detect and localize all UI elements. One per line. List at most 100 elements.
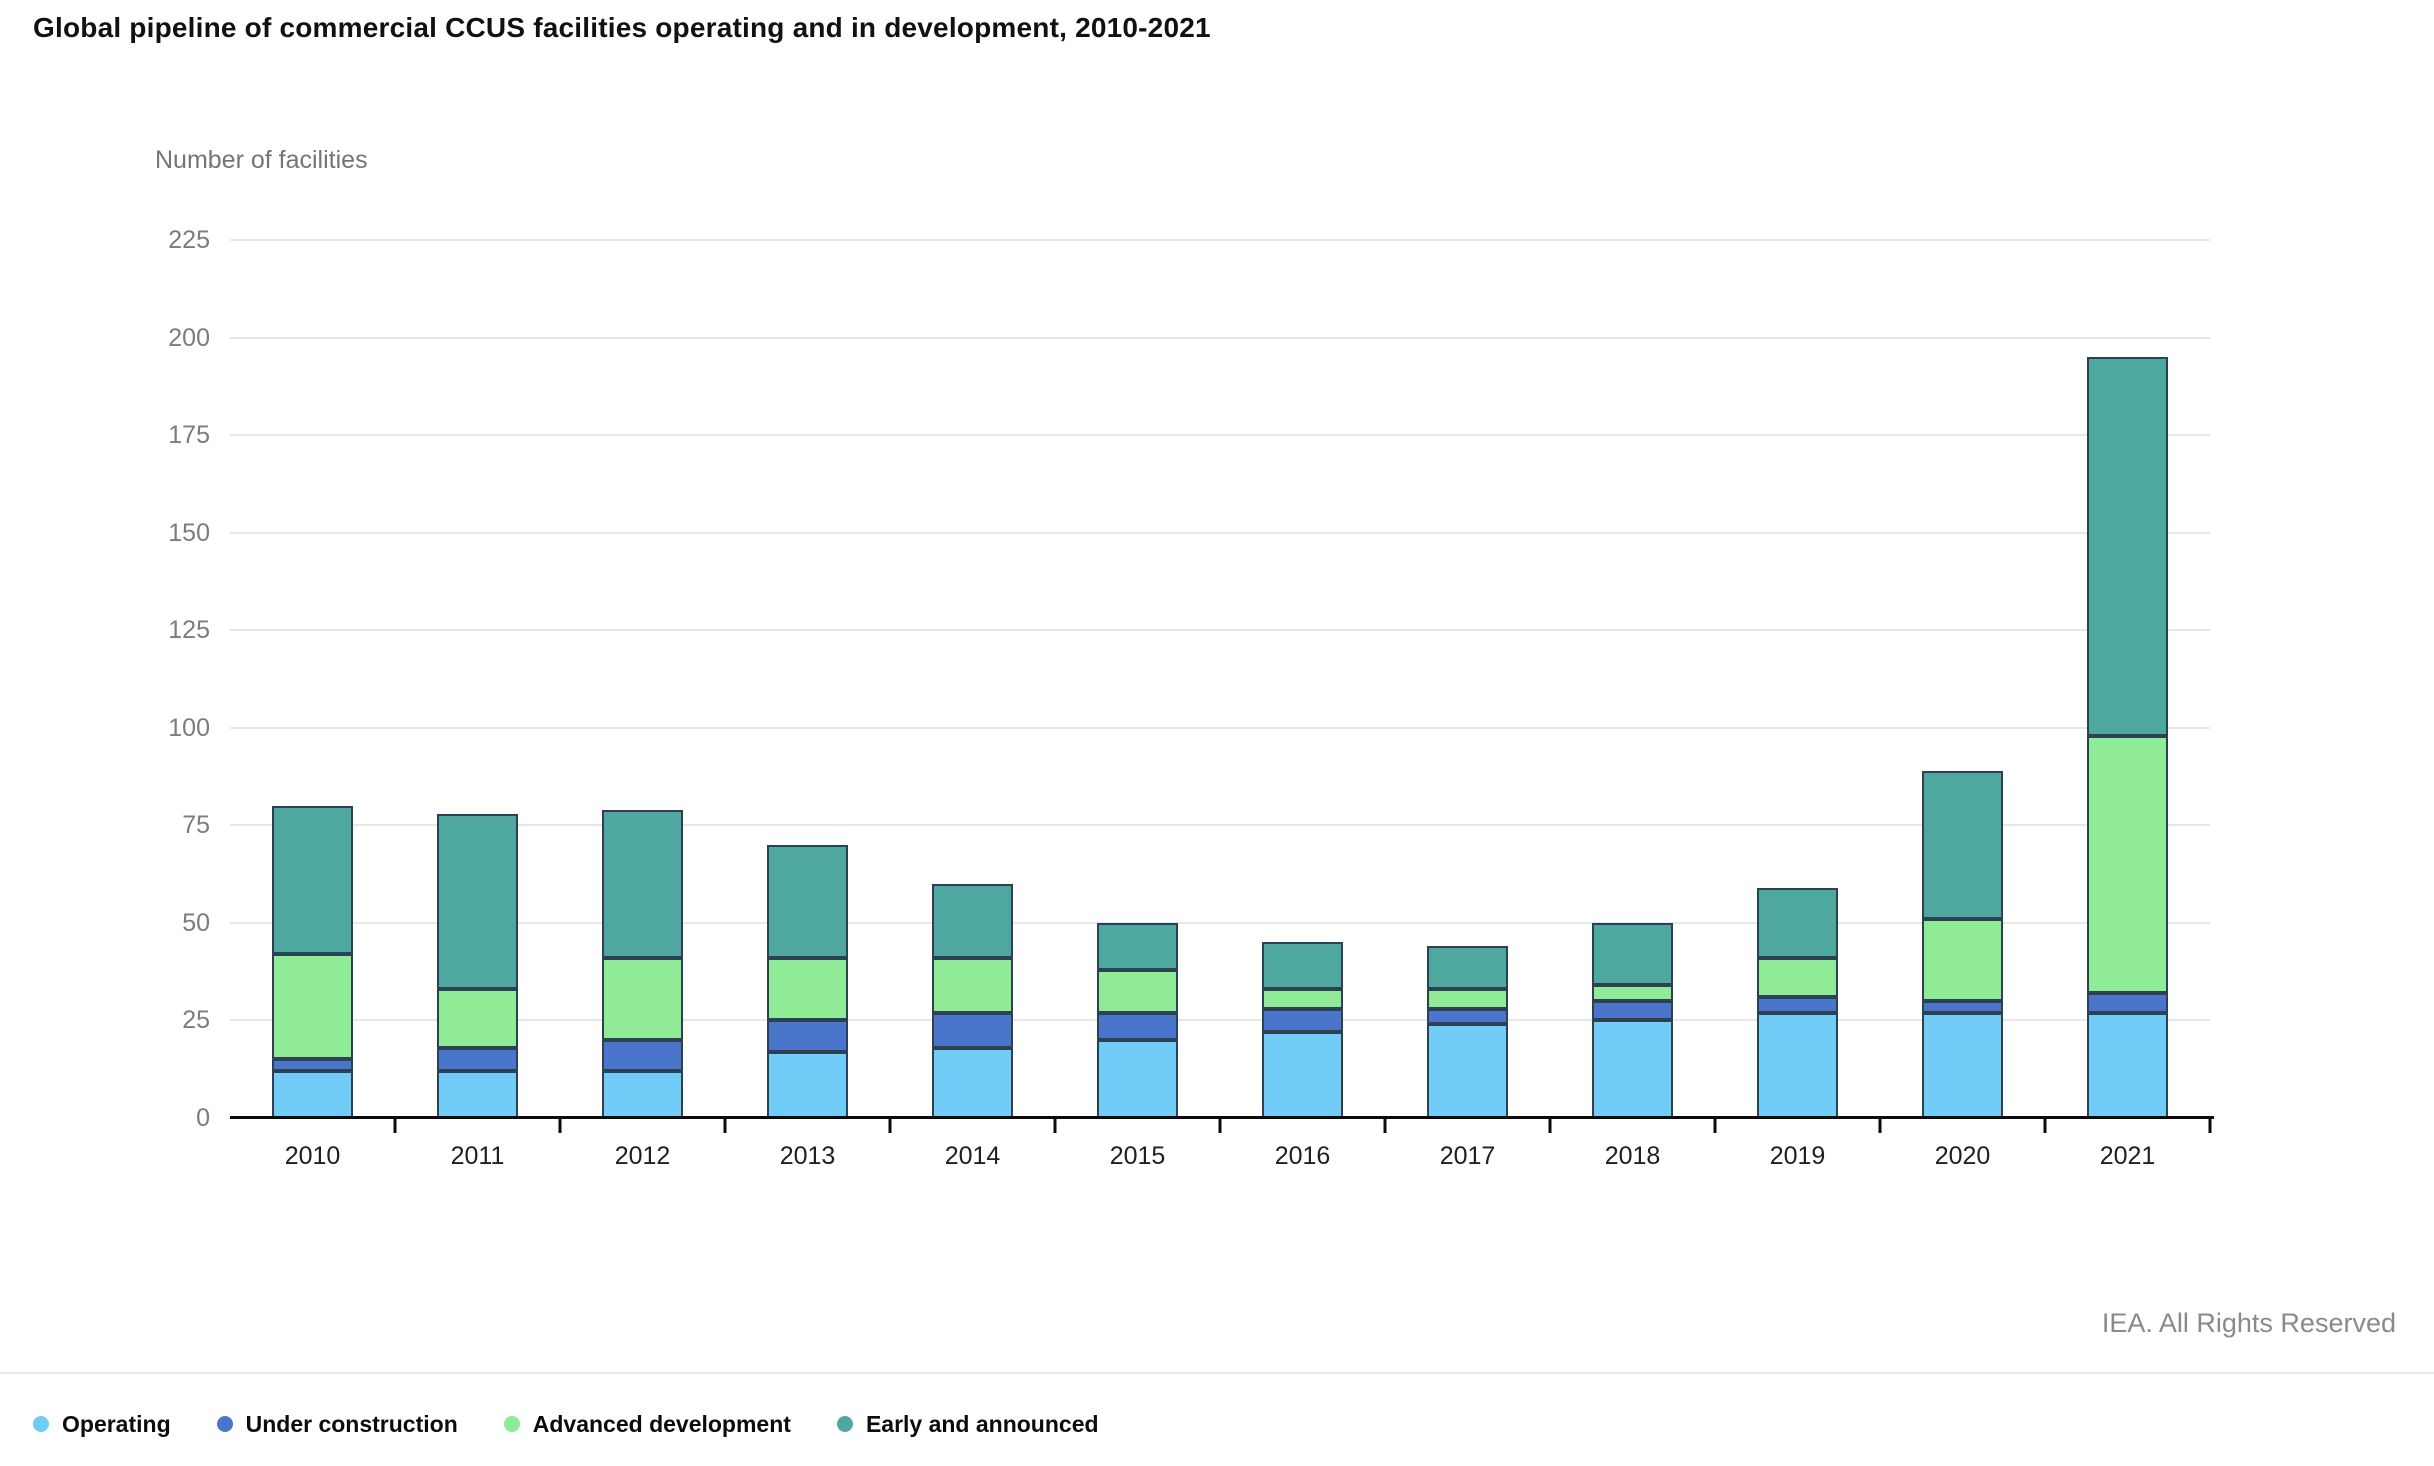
- x-axis-tick-1: [393, 1118, 397, 1133]
- ytick-label-50: 50: [182, 908, 210, 937]
- bar-2021[interactable]: [2087, 357, 2168, 1118]
- footer-credit: IEA. All Rights Reserved: [2101, 1308, 2396, 1338]
- bar-segment-2017-advanced-development[interactable]: [1427, 989, 1508, 1009]
- bar-segment-2018-operating[interactable]: [1592, 1020, 1673, 1118]
- bar-segment-2019-early-and-announced[interactable]: [1757, 887, 1838, 959]
- bar-segment-2010-early-and-announced[interactable]: [272, 805, 353, 955]
- bar-segment-2013-early-and-announced[interactable]: [767, 844, 848, 959]
- bar-segment-2012-operating[interactable]: [602, 1071, 683, 1118]
- bar-segment-2013-advanced-development[interactable]: [767, 958, 848, 1021]
- bar-segment-2011-early-and-announced[interactable]: [437, 813, 518, 990]
- bar-segment-2016-advanced-development[interactable]: [1262, 989, 1343, 1009]
- bar-segment-2019-operating[interactable]: [1757, 1012, 1838, 1118]
- bar-segment-2016-early-and-announced[interactable]: [1262, 942, 1343, 990]
- legend-dot-icon: [503, 1416, 520, 1432]
- bar-segment-2017-early-and-announced[interactable]: [1427, 946, 1508, 990]
- x-axis-line: [230, 1116, 2214, 1119]
- bar-segment-2017-under-construction[interactable]: [1427, 1008, 1508, 1025]
- bar-2016[interactable]: [1262, 942, 1343, 1118]
- bar-segment-2017-operating[interactable]: [1427, 1024, 1508, 1118]
- bar-segment-2021-under-construction[interactable]: [2087, 993, 2168, 1013]
- bar-slot-2014: [890, 240, 1055, 1118]
- bar-segment-2012-advanced-development[interactable]: [602, 958, 683, 1040]
- x-axis-label-2018: 2018: [1604, 1142, 1661, 1170]
- legend-label: Early and announced: [865, 1410, 1099, 1437]
- bar-segment-2021-early-and-announced[interactable]: [2087, 357, 2168, 736]
- x-axis-tick-8: [1548, 1118, 1552, 1133]
- bar-segment-2012-under-construction[interactable]: [602, 1039, 683, 1072]
- bar-2010[interactable]: [272, 805, 353, 1118]
- x-axis-label-2021: 2021: [2099, 1142, 2156, 1170]
- legend-label: Advanced development: [532, 1410, 791, 1437]
- bar-slot-2020: [1880, 240, 2045, 1118]
- bar-segment-2020-under-construction[interactable]: [1922, 1000, 2003, 1013]
- x-axis-tick-2: [558, 1118, 562, 1133]
- legend-label: Operating: [62, 1410, 171, 1437]
- bar-2017[interactable]: [1427, 946, 1508, 1118]
- x-axis-tick-3: [723, 1118, 727, 1133]
- y-axis-title: Number of facilities: [155, 146, 368, 174]
- bar-segment-2014-early-and-announced[interactable]: [932, 883, 1013, 959]
- legend-item-advanced-development[interactable]: Advanced development: [503, 1410, 791, 1438]
- bar-segment-2018-early-and-announced[interactable]: [1592, 922, 1673, 986]
- bar-slot-2013: [725, 240, 890, 1118]
- bar-segment-2010-operating[interactable]: [272, 1071, 353, 1118]
- bar-2012[interactable]: [602, 809, 683, 1118]
- bar-segment-2021-operating[interactable]: [2087, 1012, 2168, 1118]
- gridline-25: [230, 1019, 2210, 1022]
- bar-segment-2016-operating[interactable]: [1262, 1032, 1343, 1118]
- bar-2013[interactable]: [767, 844, 848, 1118]
- bar-segment-2015-under-construction[interactable]: [1097, 1012, 1178, 1040]
- x-axis-tick-4: [888, 1118, 892, 1133]
- bar-segment-2014-operating[interactable]: [932, 1047, 1013, 1118]
- bar-segment-2012-early-and-announced[interactable]: [602, 809, 683, 959]
- bar-segment-2011-advanced-development[interactable]: [437, 989, 518, 1048]
- ytick-label-0: 0: [196, 1104, 210, 1132]
- bar-segment-2021-advanced-development[interactable]: [2087, 735, 2168, 994]
- ytick-label-175: 175: [168, 421, 210, 450]
- bar-segment-2014-advanced-development[interactable]: [932, 958, 1013, 1013]
- bar-2015[interactable]: [1097, 922, 1178, 1118]
- bar-segment-2015-advanced-development[interactable]: [1097, 969, 1178, 1013]
- bar-2018[interactable]: [1592, 922, 1673, 1118]
- legend-item-operating[interactable]: Operating: [33, 1411, 171, 1438]
- bar-segment-2010-under-construction[interactable]: [272, 1059, 353, 1072]
- legend-label: Under construction: [245, 1410, 458, 1437]
- legend-item-early-and-announced[interactable]: Early and announced: [836, 1410, 1099, 1438]
- bar-slot-2021: [2045, 240, 2210, 1118]
- bar-2020[interactable]: [1922, 770, 2003, 1118]
- bar-segment-2014-under-construction[interactable]: [932, 1012, 1013, 1048]
- bars-layer: [230, 240, 2210, 1118]
- bar-2014[interactable]: [932, 883, 1013, 1118]
- bar-segment-2020-early-and-announced[interactable]: [1922, 770, 2003, 919]
- bar-segment-2015-operating[interactable]: [1097, 1039, 1178, 1118]
- ytick-label-75: 75: [182, 811, 210, 840]
- bar-segment-2018-advanced-development[interactable]: [1592, 985, 1673, 1001]
- x-axis-tick-6: [1218, 1118, 1222, 1133]
- bar-segment-2018-under-construction[interactable]: [1592, 1000, 1673, 1021]
- bar-2011[interactable]: [437, 813, 518, 1118]
- bar-segment-2015-early-and-announced[interactable]: [1097, 922, 1178, 970]
- legend-item-under-construction[interactable]: Under construction: [216, 1410, 458, 1438]
- legend-dot-icon: [216, 1416, 233, 1432]
- chart-title: Global pipeline of commercial CCUS facil…: [33, 12, 1211, 43]
- bar-segment-2020-operating[interactable]: [1922, 1012, 2003, 1118]
- legend: Operating Under construction Advanced deve…: [33, 1404, 1099, 1444]
- bar-2019[interactable]: [1757, 887, 1838, 1118]
- bar-segment-2019-under-construction[interactable]: [1757, 997, 1838, 1013]
- bar-segment-2011-operating[interactable]: [437, 1071, 518, 1118]
- bar-segment-2010-advanced-development[interactable]: [272, 954, 353, 1060]
- bar-segment-2013-under-construction[interactable]: [767, 1020, 848, 1052]
- bar-segment-2011-under-construction[interactable]: [437, 1047, 518, 1072]
- x-axis-label-2019: 2019: [1769, 1142, 1826, 1170]
- x-axis-tick-7: [1383, 1118, 1387, 1133]
- bar-segment-2019-advanced-development[interactable]: [1757, 958, 1838, 998]
- gridline-175: [230, 434, 2210, 437]
- x-axis-tick-11: [2043, 1118, 2047, 1133]
- x-axis-label-2017: 2017: [1439, 1142, 1496, 1170]
- bar-segment-2016-under-construction[interactable]: [1262, 1008, 1343, 1033]
- ytick-label-125: 125: [168, 616, 210, 645]
- plot-area: 0 25 50 75 100 125 150 175 200 225 2010 2011 2012 20…: [168, 226, 2214, 1170]
- bar-segment-2020-advanced-development[interactable]: [1922, 919, 2003, 1001]
- bar-segment-2013-operating[interactable]: [767, 1051, 848, 1118]
